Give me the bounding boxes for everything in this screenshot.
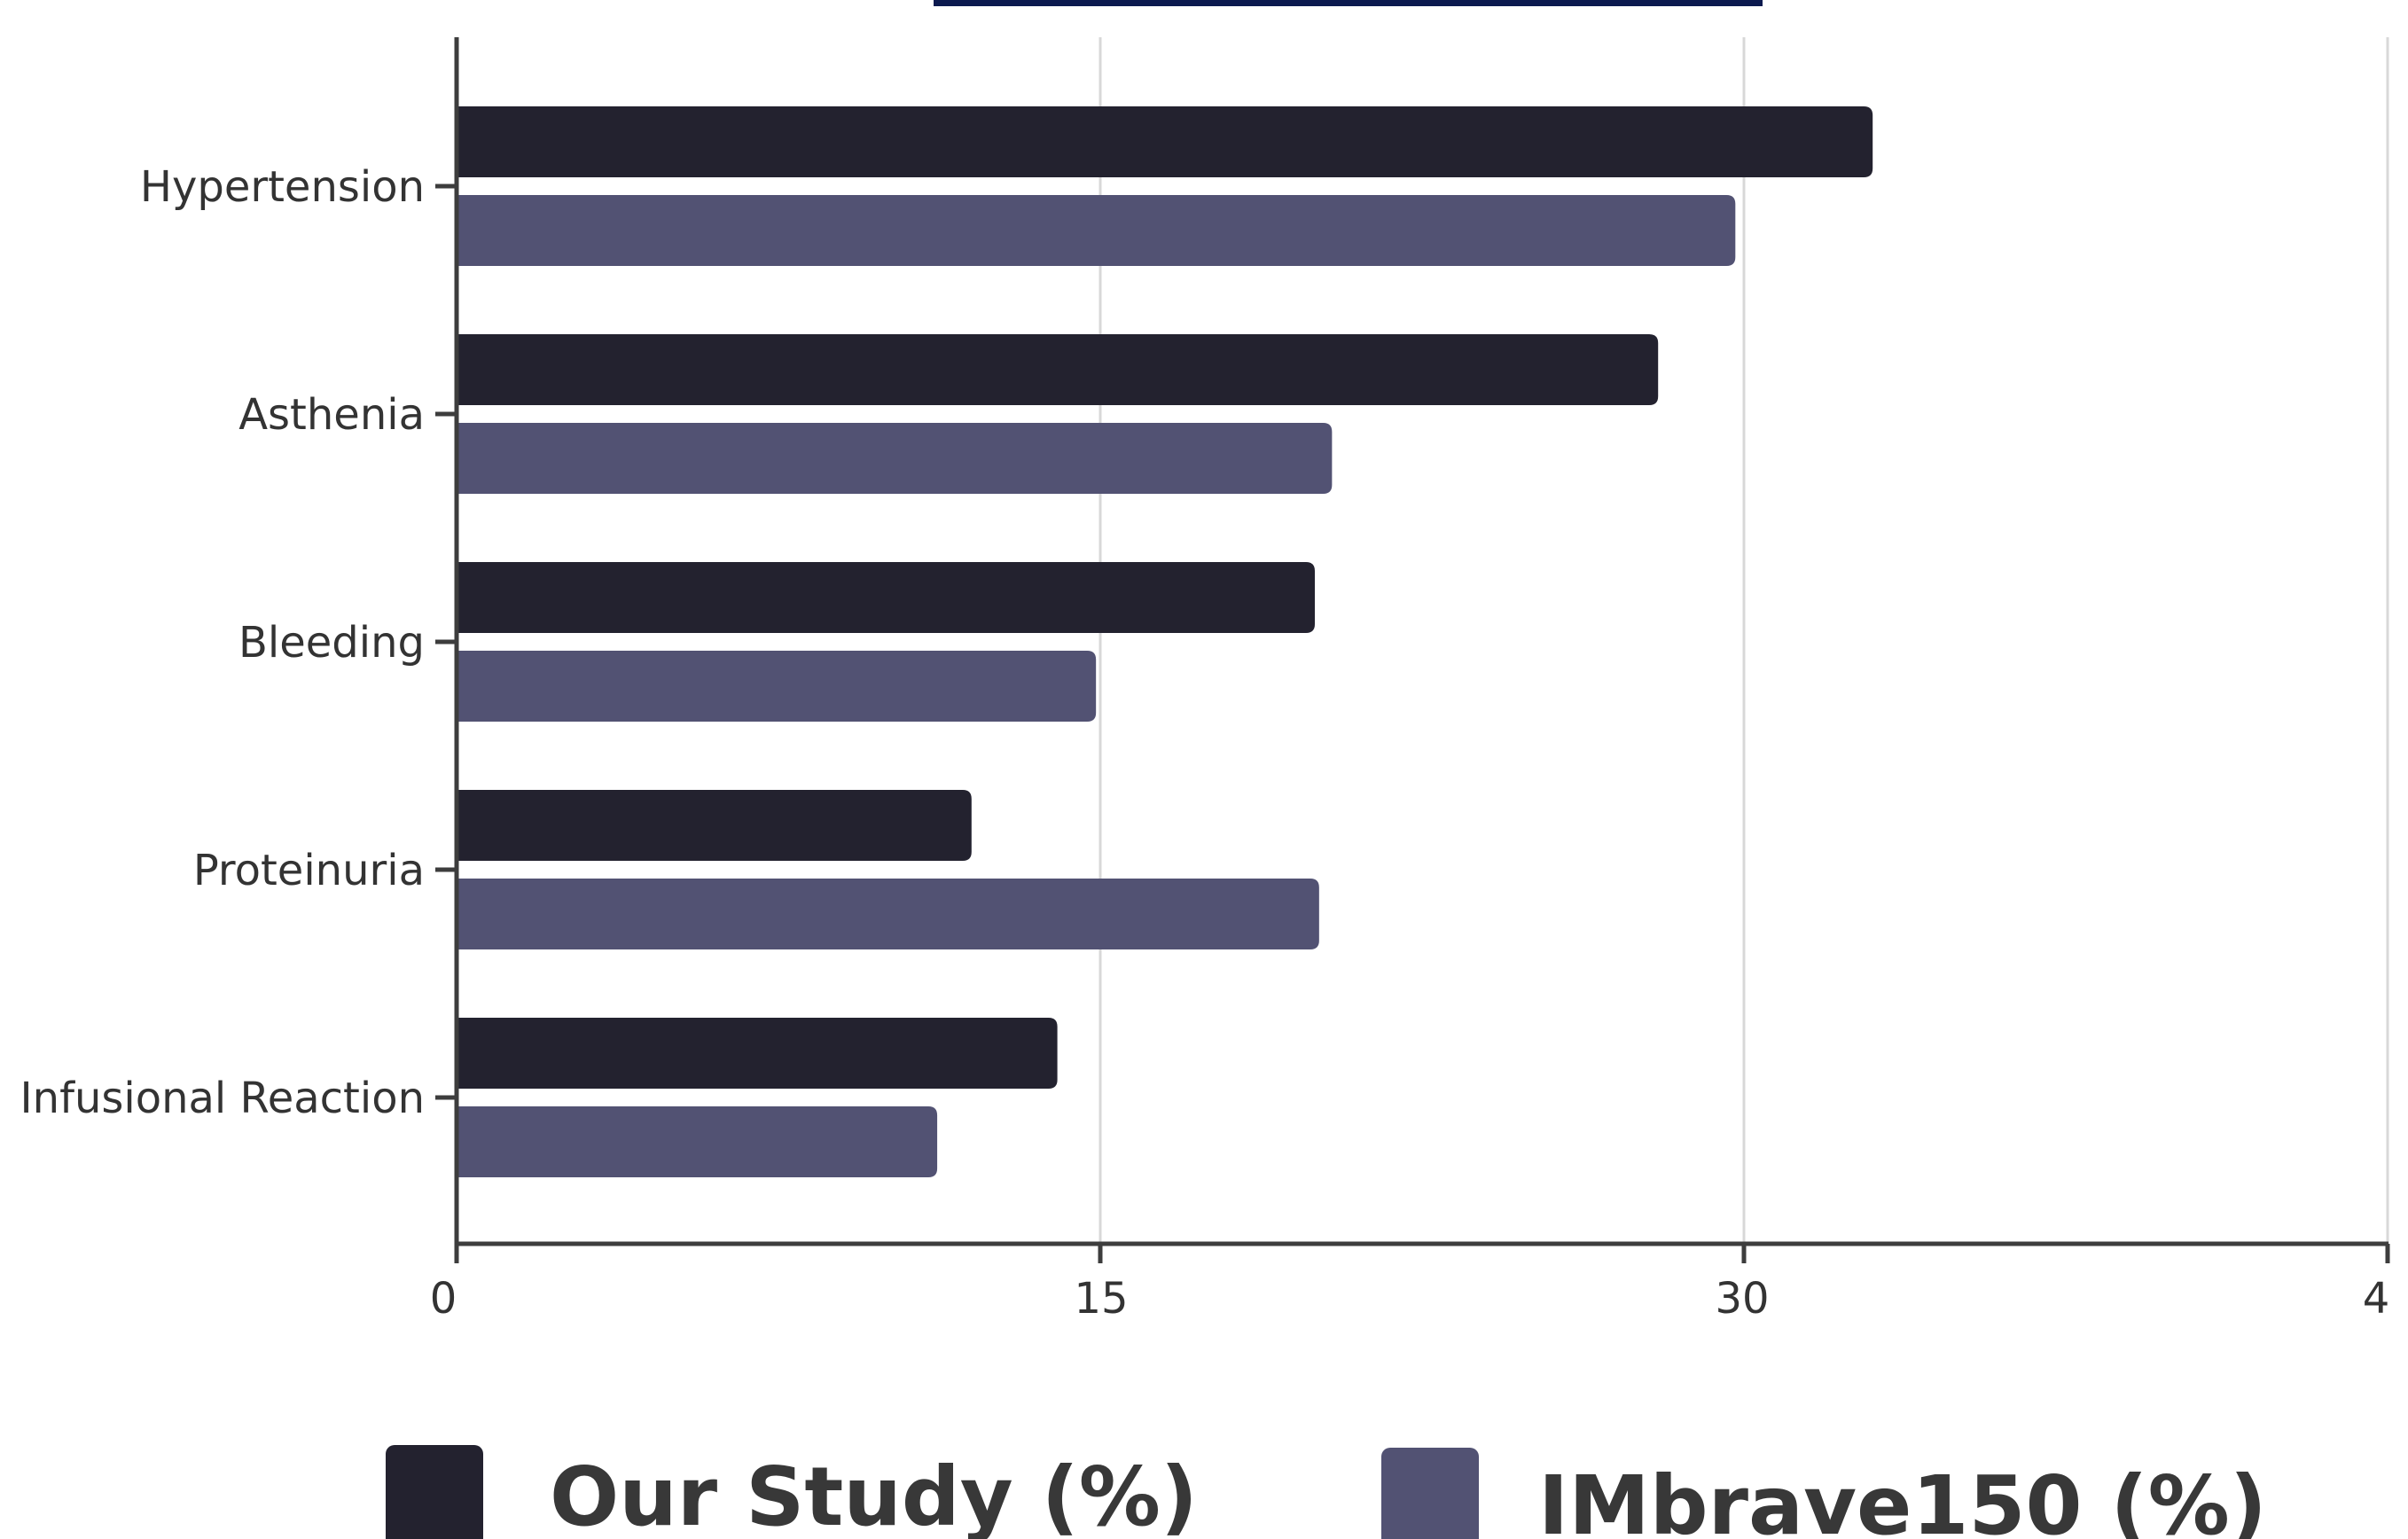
x-tick-label-3: 4 (2363, 1274, 2390, 1324)
bar-proteinuria-our-study (457, 790, 972, 861)
x-tick-label-2: 30 (1715, 1274, 1769, 1324)
bar-hypertension-imbrave150 (457, 195, 1736, 266)
x-tick-label-1: 15 (1074, 1274, 1128, 1324)
bars (457, 106, 1873, 1177)
legend-swatch-0 (386, 1445, 483, 1539)
bar-asthenia-imbrave150 (457, 423, 1333, 494)
bar-proteinuria-imbrave150 (457, 879, 1319, 949)
x-tick-labels: 0 15 30 4 (430, 1274, 2390, 1324)
category-label-4: Infusional Reaction (20, 1074, 425, 1123)
bar-bleeding-imbrave150 (457, 651, 1097, 722)
bar-hypertension-our-study (457, 106, 1873, 177)
bar-asthenia-our-study (457, 334, 1659, 405)
legend: Our Study (%) IMbrave150 (%) (386, 1445, 2267, 1539)
category-labels: Hypertension Asthenia Bleeding Proteinuria I… (20, 162, 425, 1123)
axes (435, 37, 2390, 1263)
bar-bleeding-our-study (457, 562, 1315, 633)
category-label-1: Asthenia (238, 390, 425, 440)
category-label-0: Hypertension (140, 162, 425, 212)
bar-infusional-reaction-imbrave150 (457, 1106, 938, 1177)
title-underline (934, 0, 1763, 6)
category-label-3: Proteinuria (193, 846, 425, 895)
legend-label-0: Our Study (%) (550, 1449, 1198, 1539)
legend-swatch-1 (1381, 1448, 1479, 1539)
x-tick-label-0: 0 (430, 1274, 457, 1324)
bar-infusional-reaction-our-study (457, 1018, 1058, 1089)
legend-label-1: IMbrave150 (%) (1538, 1458, 2267, 1539)
category-label-2: Bleeding (238, 618, 425, 668)
